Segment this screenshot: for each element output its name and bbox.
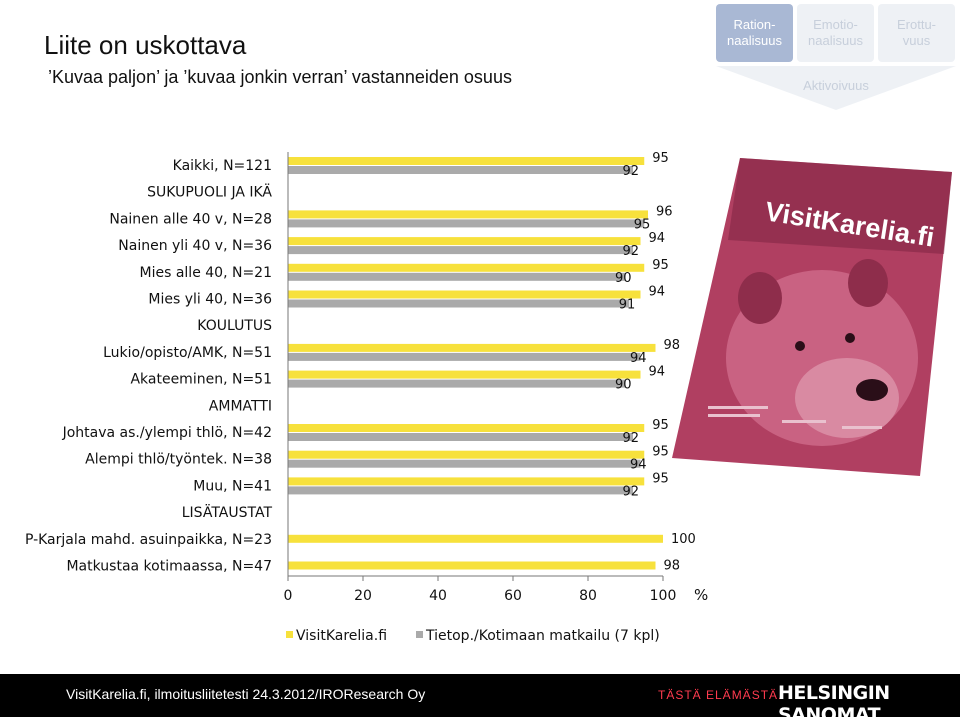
category-label: AMMATTI (209, 398, 272, 414)
footer-brand-logo: HELSINGIN SANOMAT (778, 682, 890, 726)
bar-tietop (288, 486, 633, 495)
data-label: 92 (622, 484, 639, 499)
category-label: P-Karjala mahd. asuinpaikka, N=23 (25, 532, 272, 548)
legend-swatch-visitkarelia (286, 631, 293, 638)
tab-group-label: Aktivoivuus (803, 78, 869, 93)
x-tick-label: 40 (429, 588, 447, 604)
tab-emotionaalisuus[interactable]: Emotio- naalisuus (797, 4, 874, 62)
aktivoivuus-arrow (716, 66, 956, 110)
category-label: Matkustaa kotimaassa, N=47 (66, 559, 272, 575)
bar-tietop (288, 433, 633, 441)
category-label: KOULUTUS (197, 318, 272, 334)
bar-visitkarelia (288, 450, 645, 459)
bar-tietop (288, 379, 626, 388)
bar-tietop (288, 166, 633, 174)
bar-tietop (288, 299, 630, 308)
data-label: 96 (656, 204, 673, 219)
bar-visitkarelia (288, 424, 645, 432)
bar-tietop (288, 246, 633, 255)
category-label: LISÄTAUSTAT (182, 503, 273, 521)
category-label: Akateeminen, N=51 (130, 372, 272, 388)
x-tick-label: 80 (579, 588, 597, 604)
x-tick-label: 0 (284, 588, 293, 604)
bar-visitkarelia (288, 263, 645, 272)
data-label: 91 (619, 298, 636, 313)
data-label: 95 (652, 471, 669, 486)
bar-tietop (288, 352, 641, 361)
data-label: 98 (664, 338, 681, 353)
bar-visitkarelia (288, 290, 641, 299)
data-label: 95 (652, 258, 669, 273)
category-label: Kaikki, N=121 (173, 158, 272, 174)
data-label: 94 (649, 365, 666, 380)
data-label: 92 (622, 164, 639, 179)
legend-label-tietop: Tietop./Kotimaan matkailu (7 kpl) (425, 628, 660, 644)
category-label: Nainen alle 40 v, N=28 (109, 211, 272, 227)
bar-visitkarelia (288, 561, 656, 570)
category-label: Alempi thlö/työntek. N=38 (85, 452, 272, 468)
data-label: 94 (630, 351, 647, 366)
data-label: 90 (615, 271, 632, 286)
data-label: 95 (634, 217, 651, 232)
data-label: 92 (622, 431, 639, 446)
category-label: Lukio/opisto/AMK, N=51 (103, 345, 272, 361)
page-title: Liite on uskottava (44, 30, 247, 60)
category-label: Johtava as./ylempi thlö, N=42 (62, 425, 272, 441)
category-label: Nainen yli 40 v, N=36 (118, 238, 272, 254)
data-label: 90 (615, 378, 632, 393)
data-label: 95 (652, 418, 669, 433)
x-tick-label: 60 (504, 588, 522, 604)
x-tick-label: 20 (354, 588, 372, 604)
bar-visitkarelia (288, 157, 645, 165)
bar-tietop (288, 272, 626, 281)
tab-erottuvuus[interactable]: Erottu- vuus (878, 4, 955, 62)
magazine-cover-image: VisitKarelia.fi (672, 158, 952, 476)
bar-visitkarelia (288, 534, 663, 543)
footer-source: VisitKarelia.fi, ilmoitusliitetesti 24.3… (66, 686, 426, 702)
bar-visitkarelia (288, 477, 645, 486)
data-label: 94 (649, 231, 666, 246)
bar-visitkarelia (288, 210, 648, 219)
data-label: 95 (652, 445, 669, 460)
footer-slogan: TÄSTÄ ELÄMÄSTÄ. (658, 688, 783, 702)
data-label: 92 (622, 244, 639, 259)
data-label: 95 (652, 151, 669, 166)
tab-rationaalisuus[interactable]: Ration- naalisuus (716, 4, 793, 62)
x-unit-label: % (694, 586, 708, 604)
legend-swatch-tietop (416, 631, 423, 638)
bar-chart: Kaikki, N=121 95 92 SUKUPUOLI JA IKÄ Nainen … (25, 151, 708, 644)
category-label: SUKUPUOLI JA IKÄ (147, 183, 272, 201)
bar-tietop (288, 219, 645, 228)
x-tick-label: 100 (650, 588, 677, 604)
bar-visitkarelia (288, 237, 641, 246)
category-label: Mies alle 40, N=21 (140, 265, 272, 281)
bar-visitkarelia (288, 370, 641, 379)
page-subtitle: ’Kuvaa paljon’ ja ’kuvaa jonkin verran’ … (48, 67, 512, 87)
category-label: Muu, N=41 (193, 478, 272, 494)
category-label: Mies yli 40, N=36 (148, 292, 272, 308)
category-tabs: Ration- naalisuus Emotio- naalisuus Erot… (716, 4, 956, 110)
data-label: 94 (630, 458, 647, 473)
bar-tietop (288, 459, 641, 468)
bar-visitkarelia (288, 343, 656, 352)
data-label: 100 (671, 532, 696, 547)
data-label: 94 (649, 285, 666, 300)
legend-label-visitkarelia: VisitKarelia.fi (296, 628, 387, 644)
footer-bar: VisitKarelia.fi, ilmoitusliitetesti 24.3… (0, 674, 960, 726)
data-label: 98 (664, 559, 681, 574)
